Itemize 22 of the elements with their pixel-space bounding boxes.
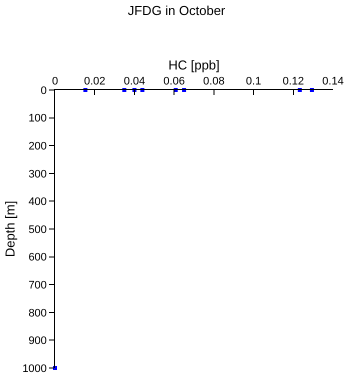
x-tick-label: 0.1 — [246, 76, 262, 88]
x-tick-label: 0.12 — [282, 76, 304, 88]
x-tick-label: 0 — [52, 76, 58, 88]
y-tick-label: 500 — [28, 224, 47, 236]
y-axis-title: Depth [m] — [2, 200, 18, 258]
y-tick-label: 200 — [28, 140, 47, 152]
y-tick-label: 400 — [28, 196, 47, 208]
y-tick-label: 300 — [28, 168, 47, 180]
y-tick-label: 700 — [28, 279, 47, 292]
chart-title: JFDG in October — [128, 2, 226, 18]
x-tick-label: 0.04 — [124, 76, 146, 88]
x-tick-label: 0.06 — [163, 76, 185, 88]
x-tick-label: 0.08 — [203, 76, 225, 88]
x-axis-title: HC [ppb] — [168, 58, 220, 73]
y-tick-label: 600 — [28, 252, 47, 264]
y-tick-label: 900 — [28, 335, 47, 348]
y-tick-label: 0 — [40, 84, 47, 97]
y-tick-label: 1000 — [22, 362, 47, 375]
y-tick-label: 100 — [28, 112, 47, 125]
x-tick-label: 0.02 — [84, 76, 106, 88]
x-tick-label: 0.14 — [322, 76, 344, 88]
y-tick-label: 800 — [28, 307, 47, 320]
